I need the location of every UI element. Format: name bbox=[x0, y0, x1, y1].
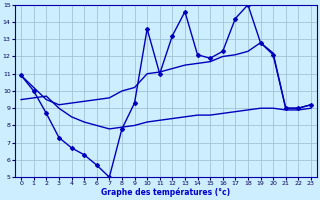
X-axis label: Graphe des températures (°c): Graphe des températures (°c) bbox=[101, 188, 231, 197]
